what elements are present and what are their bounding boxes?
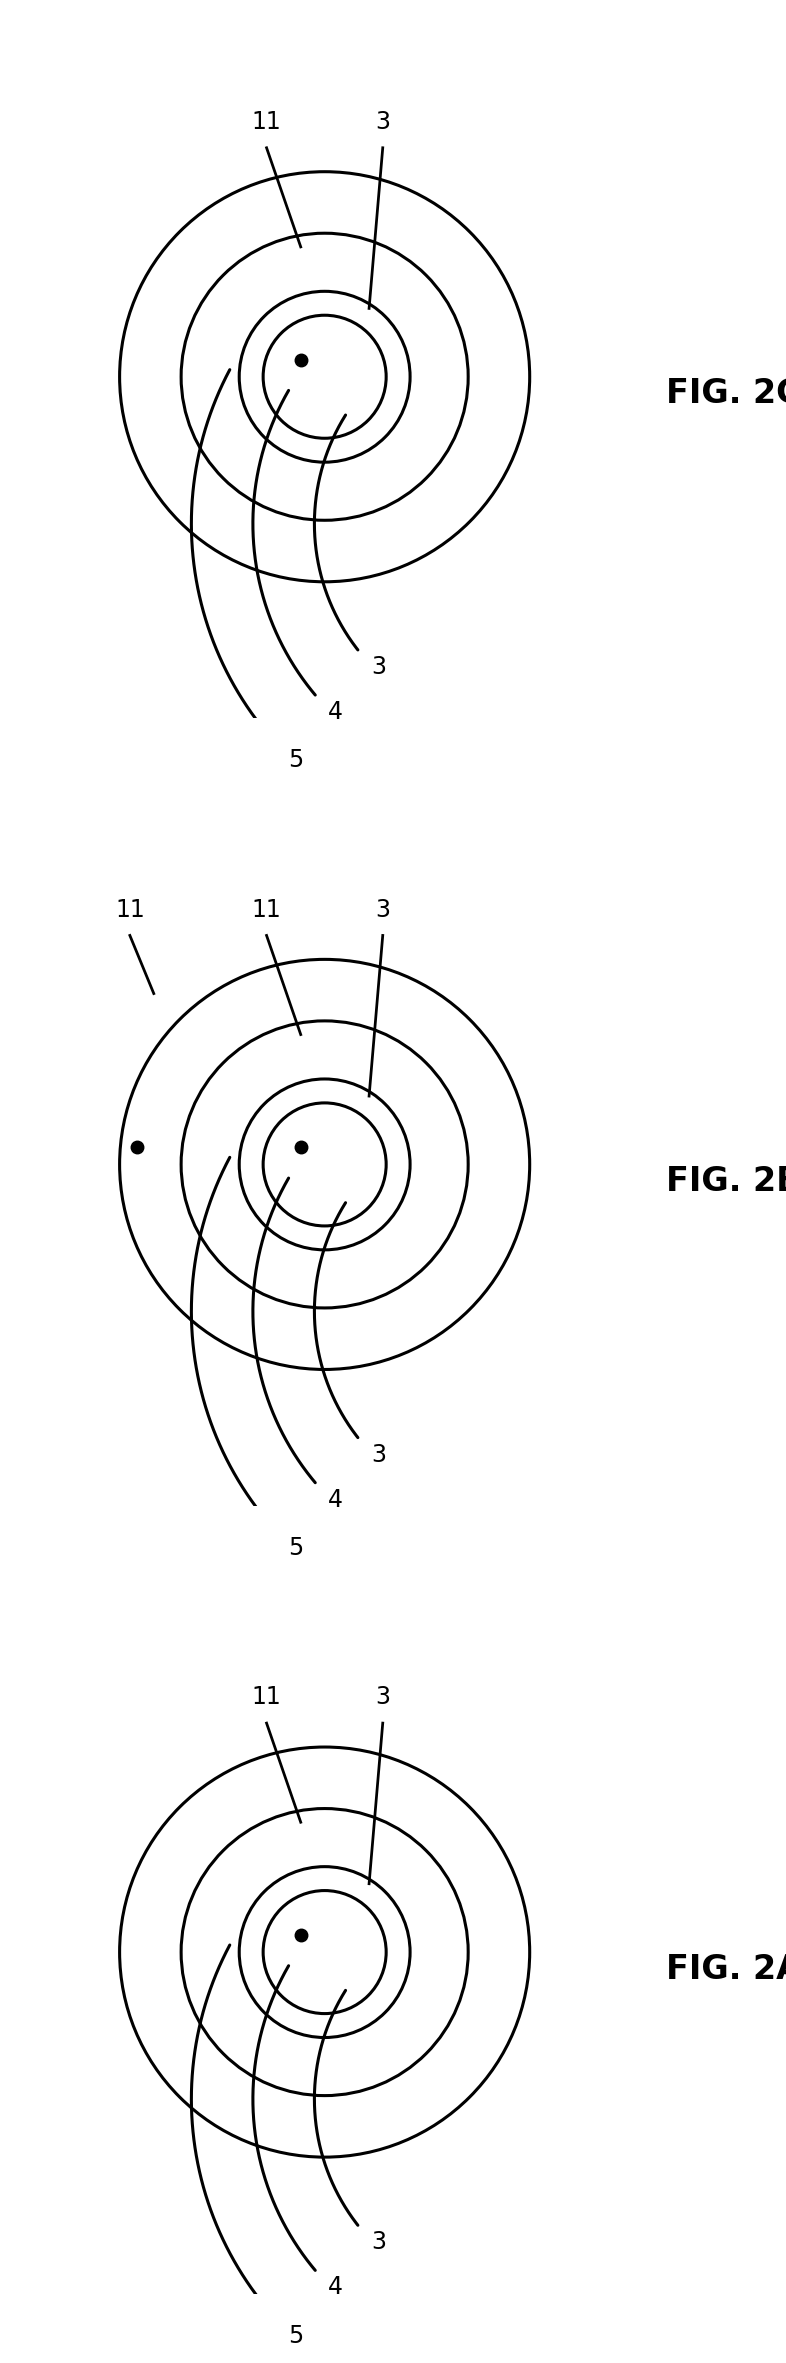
Text: 3: 3 (375, 898, 390, 922)
Text: 5: 5 (288, 1536, 303, 1560)
Text: 3: 3 (371, 655, 386, 678)
Text: 3: 3 (371, 2231, 386, 2254)
Text: 4: 4 (329, 1489, 343, 1512)
Text: FIG. 2A: FIG. 2A (667, 1952, 786, 1985)
Text: 11: 11 (252, 898, 281, 922)
Text: 3: 3 (375, 111, 390, 135)
Text: 11: 11 (252, 111, 281, 135)
Text: 4: 4 (329, 699, 343, 723)
Text: FIG. 2C: FIG. 2C (667, 378, 786, 411)
Text: 5: 5 (288, 2323, 303, 2346)
Text: 3: 3 (375, 1685, 390, 1708)
Text: 4: 4 (329, 2276, 343, 2299)
Text: 5: 5 (288, 749, 303, 773)
Text: FIG. 2B: FIG. 2B (667, 1165, 786, 1198)
Text: 3: 3 (371, 1444, 386, 1467)
Text: 11: 11 (115, 898, 145, 922)
Text: 11: 11 (252, 1685, 281, 1708)
